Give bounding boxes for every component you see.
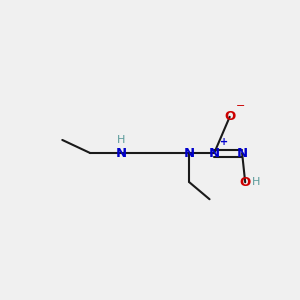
Text: H: H [117,135,125,145]
Text: N: N [184,146,195,160]
Text: +: + [220,137,228,147]
Text: N: N [208,146,220,160]
Text: −: − [236,101,245,112]
Text: N: N [116,146,127,160]
Text: H: H [251,177,260,187]
Text: O: O [240,176,251,189]
Text: N: N [236,146,248,160]
Text: O: O [224,110,235,123]
